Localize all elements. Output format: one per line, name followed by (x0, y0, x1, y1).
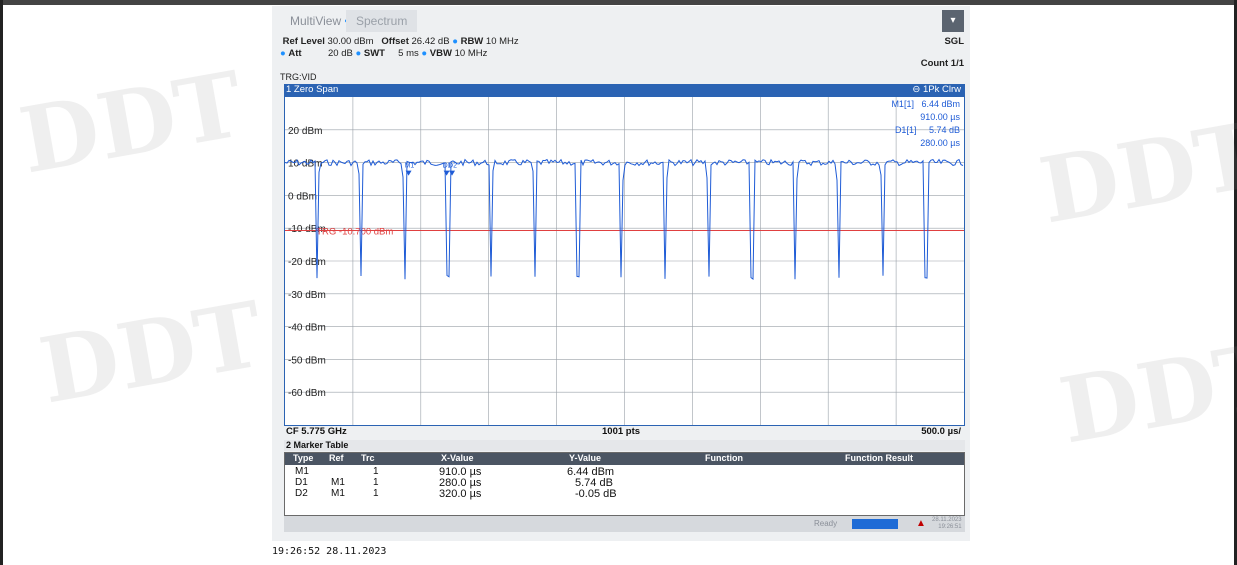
chevron-down-icon[interactable]: ▾ (942, 10, 964, 32)
marker-table: Type Ref Trc X-Value Y-Value Function Fu… (284, 452, 965, 516)
marker-table-header: Type Ref Trc X-Value Y-Value Function Fu… (285, 453, 964, 465)
col-trc: Trc (361, 453, 375, 463)
y-tick-label: 10 dBm (288, 159, 322, 170)
sweep-points: 1001 pts (602, 426, 641, 437)
progress-bar (852, 519, 898, 529)
table-row: M1 1 910.0 µs 6.44 dBm (295, 466, 615, 478)
frame-left (0, 0, 3, 565)
marker-m1 (405, 170, 412, 176)
zero-span-chart: 20 dBm 10 dBm 0 dBm -10 dBm -20 dBm -30 dBm -4… (285, 97, 964, 425)
marker-label: D2 (448, 163, 457, 170)
sweep-count: Count 1/1 (920, 58, 964, 69)
y-tick-label: 20 dBm (288, 126, 322, 137)
watermark-logo: DDT (1052, 321, 1237, 465)
marker-label: D1 (443, 163, 452, 170)
table-row: D2 M1 1 320.0 µs -0.05 dB (295, 488, 617, 500)
y-tick-label: 0 dBm (288, 191, 317, 202)
col-x-value: X-Value (441, 453, 474, 463)
y-tick-label: -20 dBm (288, 257, 326, 268)
time-per-division: 500.0 µs/ (921, 426, 961, 437)
col-ref: Ref (329, 453, 344, 463)
window-title: 1 Zero Span ⊖ 1Pk Clrw (284, 84, 965, 96)
marker-d1-time: 280.00 µs (920, 138, 960, 148)
y-tick-label: -10 dBm (288, 224, 326, 235)
trigger-source: TRG:VID (280, 72, 317, 82)
marker-m1-time: 910.00 µs (920, 112, 960, 122)
marker-d2 (449, 170, 456, 176)
capture-timestamp: 19:26:52 28.11.2023 (272, 546, 387, 557)
col-y-value: Y-Value (569, 453, 602, 463)
marker-label: M1 (405, 163, 415, 170)
y-tick-label: -50 dBm (288, 355, 326, 366)
marker-m1-readout: M1[1] 6.44 dBm (891, 99, 960, 109)
tab-spectrum[interactable]: Spectrum (346, 10, 418, 32)
status-bar: Ready ▲ 28.11.2023 19:26:51 (284, 516, 965, 532)
frame-right (1234, 0, 1237, 565)
sweep-mode: SGL (944, 36, 964, 47)
y-tick-label: -30 dBm (288, 290, 326, 301)
watermark-logo: DDT (32, 281, 271, 425)
trace-label: ⊖ 1Pk Clrw (912, 84, 961, 95)
trigger-label: TRG -10.700 dBm (316, 226, 393, 237)
warning-icon: ▲ (916, 518, 926, 529)
watermark-logo: DDT (1032, 101, 1237, 245)
zero-span-plot: 20 dBm 10 dBm 0 dBm -10 dBm -20 dBm -30 dBm -4… (284, 96, 965, 426)
watermark-logo: DDT (12, 51, 251, 195)
plot-footer: CF 5.775 GHz 1001 pts 500.0 µs/ (284, 426, 965, 438)
col-type: Type (293, 453, 314, 463)
trace-line (285, 158, 964, 280)
y-tick-label: -40 dBm (288, 323, 326, 334)
instrument-screen: MultiView • Spectrum ▾ Ref Level 30.00 d… (272, 6, 970, 541)
marker-table-title: 2 Marker Table (284, 440, 965, 451)
table-row: D1 M1 1 280.0 µs 5.74 dB (295, 477, 613, 489)
col-function: Function (705, 453, 743, 463)
center-frequency: CF 5.775 GHz (286, 426, 347, 437)
marker-d1 (443, 170, 450, 176)
frame-top (0, 0, 1237, 5)
y-tick-label: -60 dBm (288, 388, 326, 399)
status-datetime: 28.11.2023 19:26:51 (932, 517, 962, 530)
marker-d1-readout: D1[1] 5.74 dB (894, 125, 960, 135)
measurement-params: Ref Level 30.00 dBm Offset 26.42 dB ● RB… (280, 36, 519, 59)
ready-status: Ready (814, 519, 838, 528)
col-function-result: Function Result (845, 453, 913, 463)
